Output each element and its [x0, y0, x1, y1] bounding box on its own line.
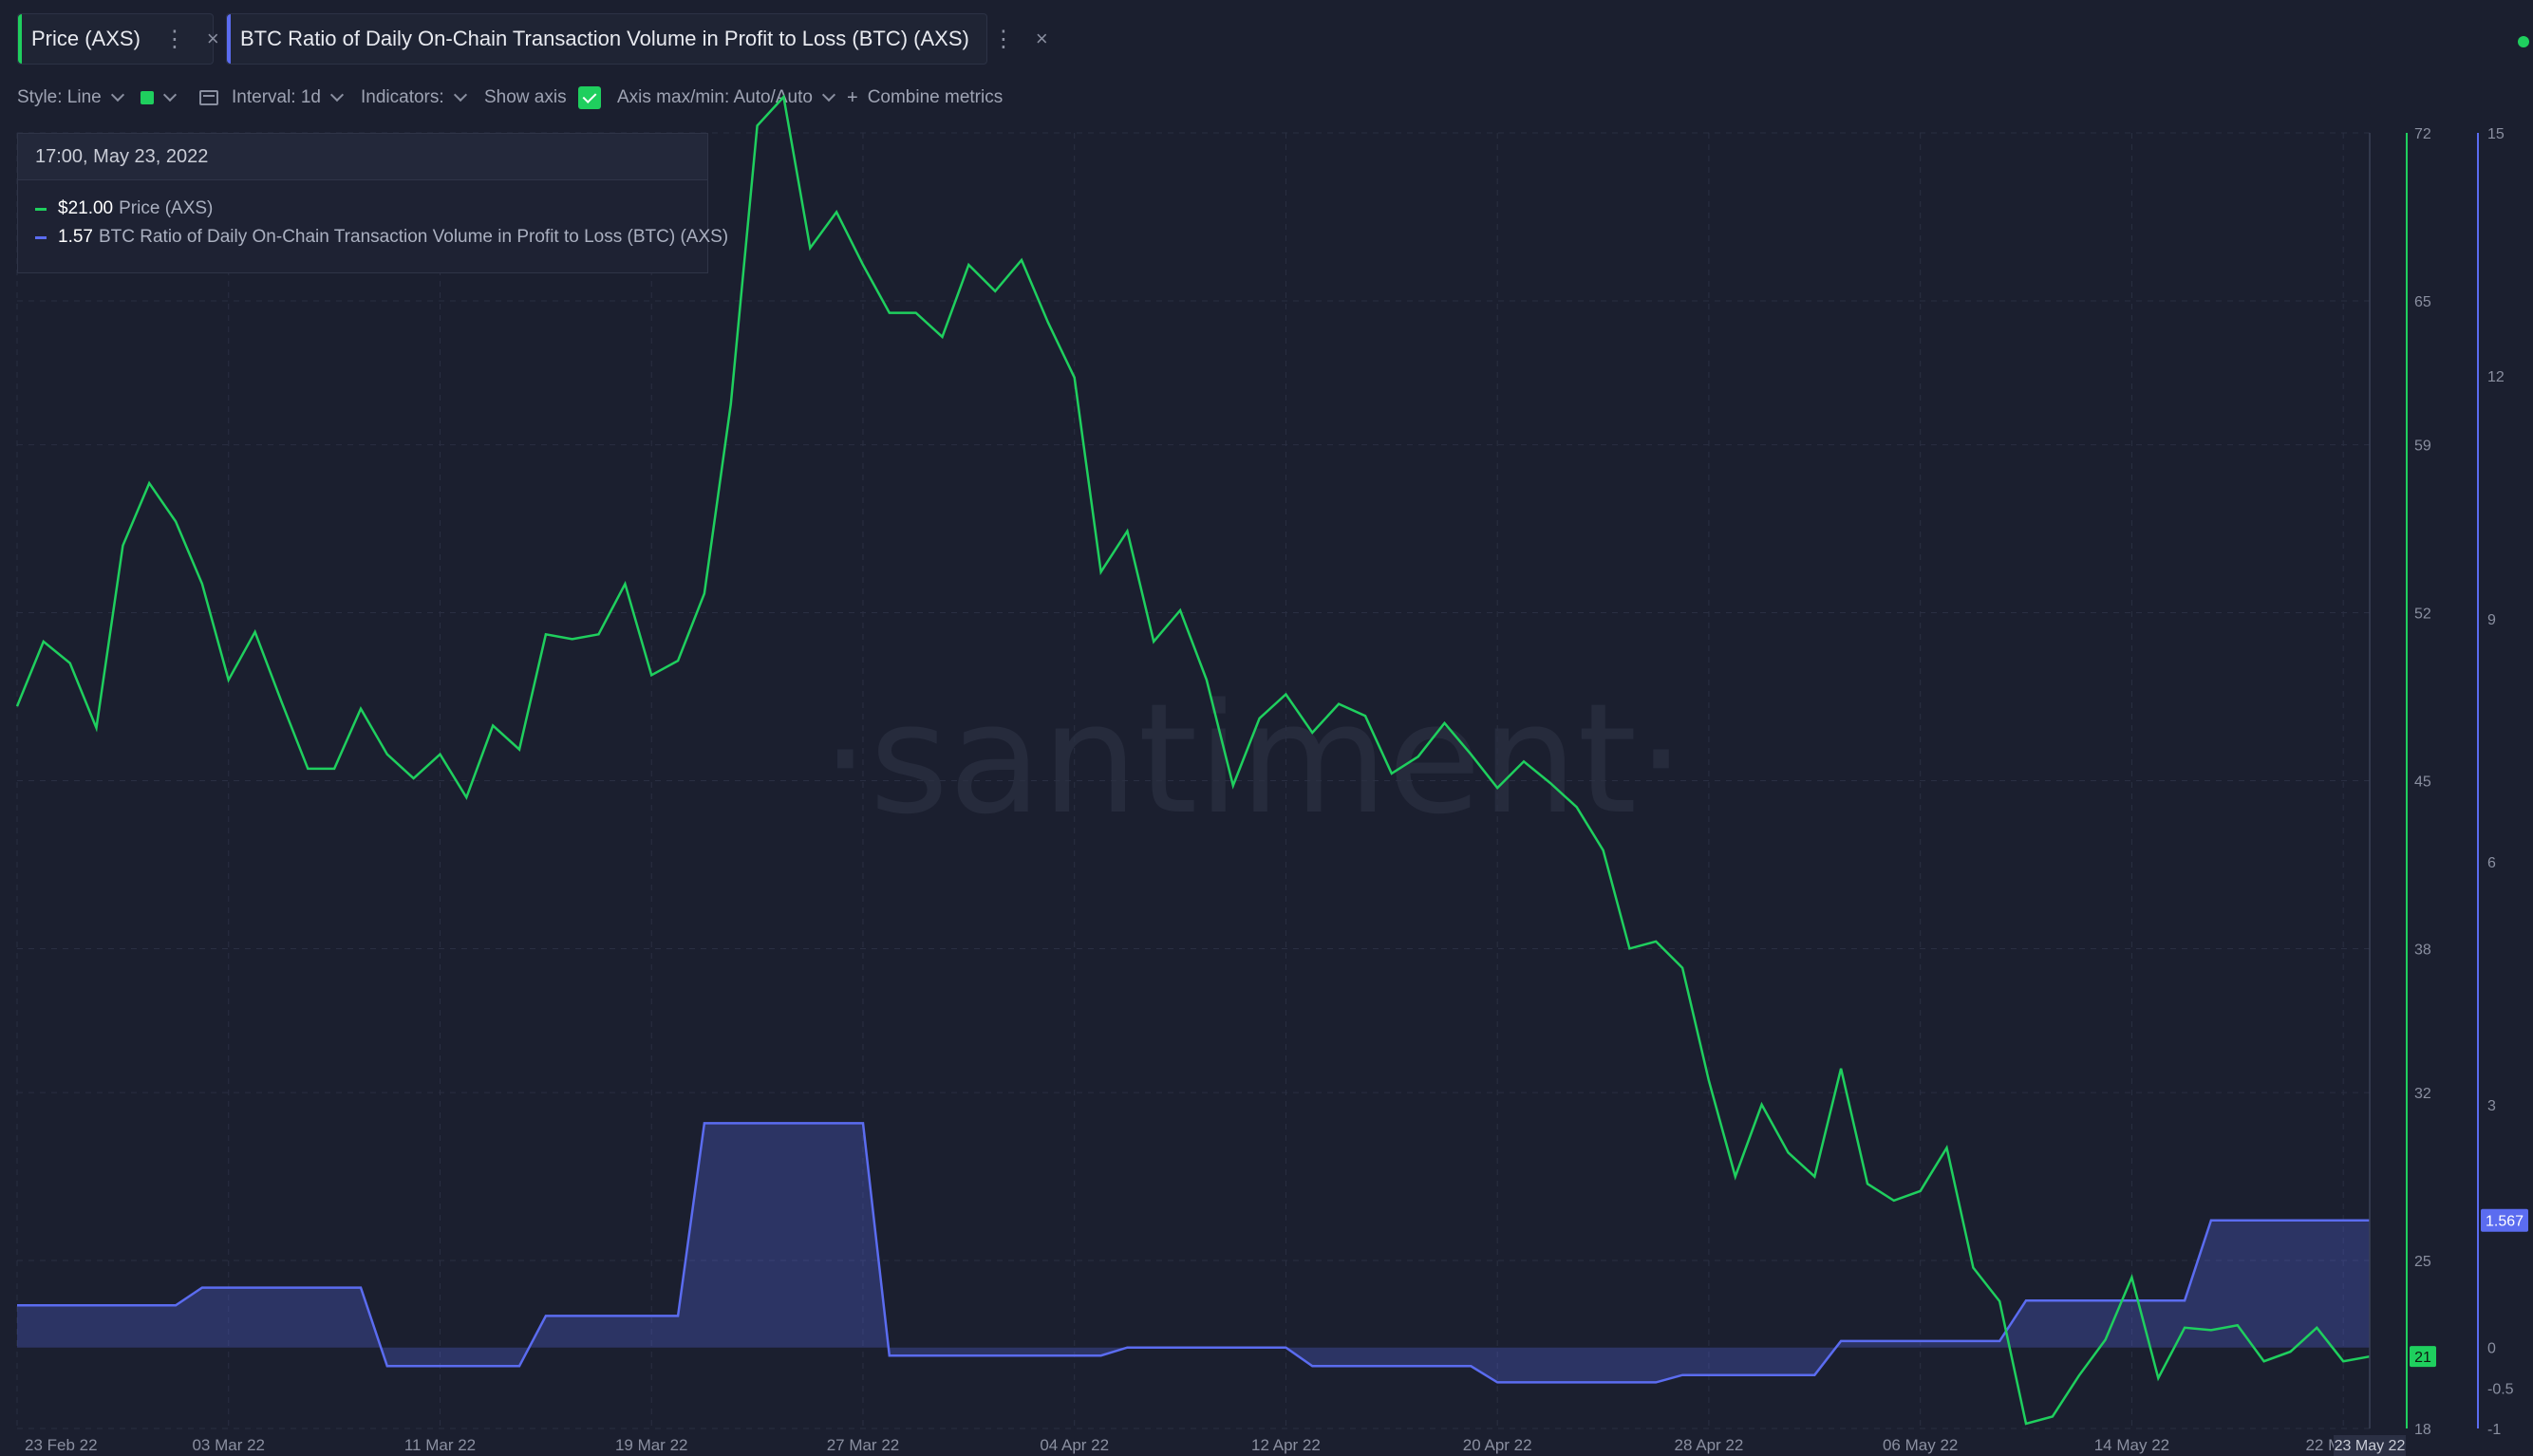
- x-tick-label: 11 Mar 22: [404, 1436, 476, 1454]
- x-tick-label: 04 Apr 22: [1040, 1436, 1109, 1454]
- combine-metrics-button[interactable]: + Combine metrics: [847, 87, 1003, 109]
- ratio-area-fill: [17, 1123, 2370, 1383]
- tooltip-value: 1.57: [58, 227, 93, 247]
- tooltip-date: 17:00, May 23, 2022: [18, 134, 707, 180]
- grid-lines: [16, 132, 2370, 1429]
- ratio-axis-tick-label: 15: [2487, 126, 2505, 142]
- ratio-axis-tick-label: 6: [2487, 855, 2496, 871]
- tooltip-metric-name: Price (AXS): [119, 198, 214, 218]
- legend-marker: [35, 235, 47, 239]
- axis-maxmin-label: Axis max/min: Auto/Auto: [617, 87, 813, 107]
- x-tick-label: 06 May 22: [1883, 1436, 1958, 1454]
- price-axis-tick-label: 72: [2414, 126, 2431, 142]
- more-options-icon[interactable]: ⋮: [162, 26, 186, 52]
- calendar-icon: [199, 90, 218, 105]
- ratio-axis-tick-label: 3: [2487, 1098, 2496, 1114]
- legend-marker: [35, 207, 47, 211]
- ratio-last-value-badge: [2481, 1208, 2528, 1232]
- indicators-dropdown[interactable]: Indicators:: [361, 87, 467, 108]
- indicators-label: Indicators:: [361, 87, 444, 107]
- tooltip-row-price: $21.00 Price (AXS): [35, 198, 213, 219]
- price-axis-tick-label: 18: [2414, 1422, 2431, 1438]
- more-options-icon[interactable]: ⋮: [991, 26, 1015, 52]
- x-tick-label: 28 Apr 22: [1675, 1436, 1744, 1454]
- watermark: ·santiment·: [821, 670, 1685, 848]
- x-tick-label: 23 Feb 22: [25, 1436, 98, 1454]
- price-axis-tick-label: 65: [2414, 294, 2431, 310]
- x-tick-label: 19 Mar 22: [615, 1436, 688, 1454]
- live-status-dot: [2518, 36, 2529, 47]
- style-dropdown[interactable]: Style: Line: [17, 87, 124, 108]
- price-last-value-badge: [2410, 1346, 2436, 1368]
- x-tick-label: 27 Mar 22: [827, 1436, 900, 1454]
- x-tick-label: 12 Apr 22: [1251, 1436, 1321, 1454]
- axis-maxmin-dropdown[interactable]: Axis max/min: Auto/Auto: [617, 87, 835, 108]
- x-tick-label: 20 Apr 22: [1463, 1436, 1532, 1454]
- price-axis-tick-label: 38: [2414, 942, 2431, 958]
- metric-tab-profit-loss-ratio[interactable]: BTC Ratio of Daily On-Chain Transaction …: [226, 13, 1048, 65]
- ratio-last-value-label: 1.567: [2486, 1214, 2524, 1230]
- ratio-axis-tick-label: -1: [2487, 1422, 2501, 1438]
- price-axis-tick-label: 59: [2414, 439, 2431, 455]
- close-icon[interactable]: ×: [1035, 27, 1048, 50]
- combine-metrics-label: Combine metrics: [867, 87, 1004, 107]
- show-axis-toggle[interactable]: Show axis: [484, 86, 601, 109]
- style-label: Style: Line: [17, 87, 102, 107]
- ratio-axis-tick-label: 0: [2487, 1341, 2496, 1357]
- hover-date-label: 23 May 22: [2335, 1438, 2406, 1454]
- price-axis-tick-label: 32: [2414, 1086, 2431, 1102]
- ratio-axis-tick-label: 9: [2487, 612, 2496, 628]
- plus-icon: +: [847, 86, 858, 108]
- tab-color-accent: [227, 14, 231, 64]
- metric-tab-label: Price (AXS): [31, 27, 141, 50]
- price-axis-tick-label: 52: [2414, 607, 2431, 623]
- tab-color-accent: [18, 14, 22, 64]
- metric-tab-price[interactable]: Price (AXS) ⋮ ×: [17, 13, 219, 65]
- hover-date-badge: [2334, 1435, 2406, 1456]
- x-tick-label: 14 May 22: [2094, 1436, 2169, 1454]
- chart-toolbar: Style: Line Interval: 1d Indicators: Sho…: [17, 85, 1061, 110]
- axes-layer: 23 Feb 22 03 Mar 22 11 Mar 22 19 Mar 22 27 M…: [25, 126, 2528, 1456]
- metric-tab-label: BTC Ratio of Daily On-Chain Transaction …: [240, 27, 969, 50]
- price-last-value-label: 21: [2414, 1350, 2431, 1366]
- close-icon[interactable]: ×: [206, 27, 219, 50]
- color-picker[interactable]: [141, 87, 178, 104]
- color-swatch: [141, 91, 154, 104]
- price-axis-tick-label: 25: [2414, 1254, 2431, 1270]
- tooltip-metric-name: BTC Ratio of Daily On-Chain Transaction …: [98, 227, 729, 247]
- tooltip-value: $21.00: [58, 198, 114, 218]
- ratio-axis-tick-label: -0.5: [2487, 1381, 2514, 1397]
- show-axis-checkbox[interactable]: [577, 86, 601, 109]
- interval-dropdown[interactable]: Interval: 1d: [199, 87, 345, 108]
- ratio-series-line: [17, 1122, 2370, 1384]
- tooltip-row-ratio: 1.57 BTC Ratio of Daily On-Chain Transac…: [35, 227, 728, 248]
- x-tick-label: 03 Mar 22: [192, 1436, 265, 1454]
- hover-tooltip: 17:00, May 23, 2022 $21.00 Price (AXS) 1…: [17, 133, 728, 273]
- interval-label: Interval: 1d: [232, 87, 321, 107]
- ratio-axis-tick-label: 12: [2487, 369, 2505, 385]
- show-axis-label: Show axis: [484, 87, 567, 107]
- price-series-line: [15, 94, 2371, 1426]
- price-axis-tick-label: 45: [2414, 775, 2431, 791]
- series-layer: [15, 94, 2371, 1426]
